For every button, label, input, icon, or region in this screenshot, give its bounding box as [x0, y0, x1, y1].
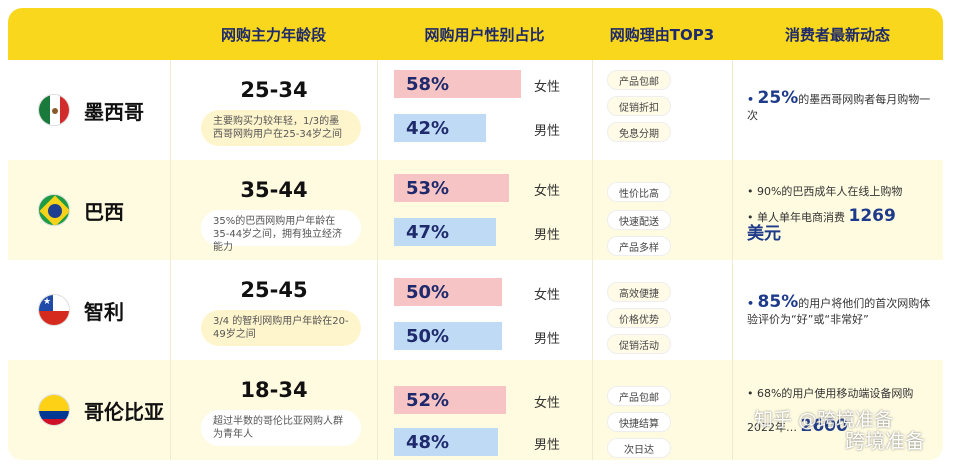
age-range: 35-44 — [240, 178, 308, 202]
age-cell: 25-45 3/4 的智利网购用户年龄在20-49岁之间 — [170, 260, 377, 360]
news-body: 的墨西哥网购者每月购物一次 — [747, 93, 931, 122]
age-note: 3/4 的智利网购用户年龄在20-49岁之间 — [201, 310, 361, 346]
reason-tag: 高效便捷 — [607, 282, 671, 302]
male-label: 男性 — [534, 332, 561, 347]
female-label: 女性 — [534, 184, 561, 199]
news-cell: • 68%的用户使用移动端设备网购 2022年… 2600 — [732, 360, 943, 460]
female-label: 女性 — [534, 288, 561, 303]
news-text: • 90%的巴西成年人在线上购物 — [747, 185, 903, 198]
news-body: 2022年… — [747, 421, 797, 434]
reason-tag: 次日达 — [607, 438, 671, 458]
news-body: • 单人单年电商消费 — [747, 211, 845, 224]
colombia-flag-icon — [38, 394, 70, 426]
reason-tag: 快捷结算 — [607, 412, 671, 432]
bullet: • — [747, 93, 755, 106]
age-note: 超过半数的哥伦比亚网购人群为青年人 — [201, 410, 361, 446]
infographic-table: 网购主力年龄段 网购用户性别占比 网购理由TOP3 消费者最新动态 墨西哥 25… — [8, 8, 943, 460]
country-cell: ★ 智利 — [8, 260, 170, 360]
mexico-flag-icon — [38, 94, 70, 126]
female-bar: 58% — [394, 70, 521, 98]
male-bar: 42% — [394, 114, 486, 142]
male-bar: 50% — [394, 322, 502, 350]
header-reasons: 网购理由TOP3 — [609, 25, 715, 44]
male-label: 男性 — [534, 228, 561, 243]
female-bar: 50% — [394, 278, 502, 306]
news-cell: • 85%的用户将他们的首次网购体验评价为“好”或“非常好” — [732, 260, 943, 360]
reasons-cell: 产品包邮 快捷结算 次日达 — [592, 360, 732, 460]
reason-tag: 价格优势 — [607, 308, 671, 328]
header-gender: 网购用户性别占比 — [424, 25, 545, 44]
news-text: • 85%的用户将他们的首次网购体验评价为“好”或“非常好” — [747, 294, 933, 328]
country-cell: 巴西 — [8, 160, 170, 260]
news-number: 85% — [757, 292, 799, 312]
age-range: 18-34 — [240, 378, 308, 402]
news-body: 的用户将他们的首次网购体验评价为“好”或“非常好” — [747, 297, 931, 326]
age-cell: 35-44 35%的巴西网购用户年龄在35-44岁之间，拥有独立经济能力 — [170, 160, 377, 260]
age-cell: 18-34 超过半数的哥伦比亚网购人群为青年人 — [170, 360, 377, 460]
news-cell: • 90%的巴西成年人在线上购物 • 单人单年电商消费 1269 美元 — [732, 160, 943, 260]
male-label: 男性 — [534, 124, 561, 139]
female-bar: 52% — [394, 386, 506, 414]
bullet: • — [747, 297, 755, 310]
gender-cell: 52% 女性 48% 男性 — [377, 360, 592, 460]
reason-tag: 促销活动 — [607, 334, 671, 354]
female-label: 女性 — [534, 396, 561, 411]
news-cell: • 25%的墨西哥网购者每月购物一次 — [732, 60, 943, 160]
reasons-cell: 高效便捷 价格优势 促销活动 — [592, 260, 732, 360]
news-text: • 68%的用户使用移动端设备网购 — [747, 387, 914, 400]
country-name: 哥伦比亚 — [84, 399, 164, 424]
news-text: 2022年… 2600 — [747, 418, 933, 436]
age-note: 主要购买力较年轻，1/3的墨西哥网购用户在25-34岁之间 — [201, 110, 361, 146]
brazil-flag-icon — [38, 194, 70, 226]
news-number: 2600 — [800, 416, 848, 436]
reason-tag: 快速配送 — [607, 210, 671, 230]
chile-flag-icon: ★ — [38, 294, 70, 326]
reason-tag: 免息分期 — [607, 122, 671, 142]
news-number: 25% — [757, 88, 799, 108]
country-name: 墨西哥 — [84, 99, 144, 124]
header-age: 网购主力年龄段 — [220, 25, 326, 44]
table-row: 墨西哥 25-34 主要购买力较年轻，1/3的墨西哥网购用户在25-34岁之间 … — [8, 60, 943, 160]
age-note: 35%的巴西网购用户年龄在35-44岁之间，拥有独立经济能力 — [201, 210, 361, 253]
reason-tag: 性价比高 — [607, 182, 671, 202]
watermark-text: 跨境准备 — [845, 429, 925, 453]
reasons-cell: 性价比高 快速配送 产品多样 — [592, 160, 732, 260]
female-bar: 53% — [394, 174, 509, 202]
country-cell: 墨西哥 — [8, 60, 170, 160]
news-text: • 25%的墨西哥网购者每月购物一次 — [747, 90, 933, 124]
reason-tag: 产品多样 — [607, 236, 671, 256]
female-label: 女性 — [534, 80, 561, 95]
reasons-cell: 产品包邮 促销折扣 免息分期 — [592, 60, 732, 160]
male-bar: 47% — [394, 218, 496, 246]
gender-cell: 58% 女性 42% 男性 — [377, 60, 592, 160]
gender-cell: 50% 女性 50% 男性 — [377, 260, 592, 360]
country-name: 巴西 — [84, 199, 124, 224]
country-name: 智利 — [84, 299, 124, 324]
male-label: 男性 — [534, 438, 561, 453]
gender-cell: 53% 女性 47% 男性 — [377, 160, 592, 260]
table-row: 哥伦比亚 18-34 超过半数的哥伦比亚网购人群为青年人 52% 女性 48% … — [8, 360, 943, 460]
news-number: 1269 — [848, 206, 896, 226]
age-range: 25-45 — [240, 278, 308, 302]
male-bar: 48% — [394, 428, 498, 456]
header-blank — [8, 8, 170, 60]
reason-tag: 促销折扣 — [607, 96, 671, 116]
reason-tag: 产品包邮 — [607, 386, 671, 406]
table-row: 巴西 35-44 35%的巴西网购用户年龄在35-44岁之间，拥有独立经济能力 … — [8, 160, 943, 260]
reason-tag: 产品包邮 — [607, 70, 671, 90]
age-range: 25-34 — [240, 78, 308, 102]
table-row: ★ 智利 25-45 3/4 的智利网购用户年龄在20-49岁之间 50% 女性… — [8, 260, 943, 360]
news-text: • 单人单年电商消费 1269 美元 — [747, 208, 933, 244]
age-cell: 25-34 主要购买力较年轻，1/3的墨西哥网购用户在25-34岁之间 — [170, 60, 377, 160]
header-news: 消费者最新动态 — [784, 25, 890, 44]
table-header: 网购主力年龄段 网购用户性别占比 网购理由TOP3 消费者最新动态 — [8, 8, 943, 60]
watermark-text: 知乎 @跨境准备 — [753, 409, 893, 431]
news-unit: 美元 — [747, 224, 781, 244]
country-cell: 哥伦比亚 — [8, 360, 170, 460]
